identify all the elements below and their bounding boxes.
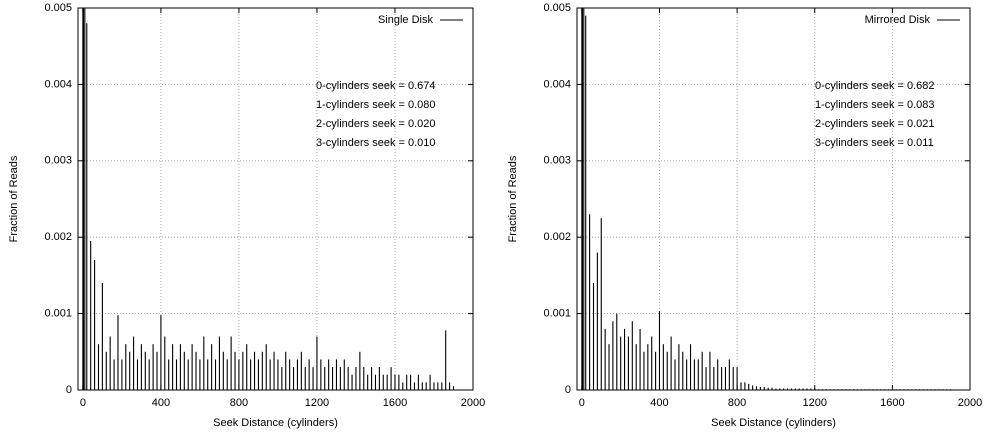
annotation: 2-cylinders seek = 0.021 (815, 118, 935, 130)
x-tick-label: 0 (80, 397, 86, 409)
x-tick-label: 400 (152, 397, 170, 409)
x-tick-label: 1600 (880, 397, 904, 409)
y-tick-label: 0.005 (44, 2, 72, 14)
x-axis-label: Seek Distance (cylinders) (711, 417, 836, 429)
y-tick-label: 0.002 (543, 231, 571, 243)
annotation: 2-cylinders seek = 0.020 (316, 118, 436, 130)
annotation: 0-cylinders seek = 0.674 (316, 80, 436, 92)
y-axis-label: Fraction of Reads (8, 155, 20, 242)
x-tick-label: 2000 (958, 397, 982, 409)
x-tick-label: 1600 (383, 397, 407, 409)
x-tick-label: 1200 (305, 397, 329, 409)
y-tick-label: 0.003 (543, 155, 571, 167)
x-axis-label: Seek Distance (cylinders) (213, 417, 338, 429)
annotation: 3-cylinders seek = 0.011 (815, 137, 934, 149)
y-tick-label: 0.003 (44, 155, 72, 167)
annotation: 1-cylinders seek = 0.080 (316, 99, 436, 111)
annotation: 0-cylinders seek = 0.682 (815, 80, 935, 92)
data-area (581, 8, 952, 390)
plot-frame (77, 7, 474, 391)
legend-label: Single Disk (378, 14, 434, 26)
data-area (82, 8, 455, 390)
x-tick-label: 0 (579, 397, 585, 409)
plot: 0 0.001 0.002 0.003 0.004 0.005 0 400 800 1200 160… (507, 2, 982, 429)
legend-label: Mirrored Disk (865, 14, 931, 26)
y-tick-label: 0.004 (543, 78, 571, 90)
y-tick-label: 0 (66, 384, 72, 396)
x-tick-label: 2000 (461, 397, 485, 409)
annotation: 3-cylinders seek = 0.010 (316, 137, 436, 149)
plot: 0 0.001 0.002 0.003 0.004 0.005 0 400 800 1200 160… (8, 2, 485, 429)
y-tick-label: 0.001 (543, 308, 571, 320)
x-tick-label: 800 (728, 397, 746, 409)
x-tick-label: 800 (230, 397, 248, 409)
x-tick-label: 1200 (802, 397, 826, 409)
x-tick-label: 400 (650, 397, 668, 409)
y-tick-label: 0.005 (543, 2, 571, 14)
y-axis-label: Fraction of Reads (507, 155, 519, 242)
annotation: 1-cylinders seek = 0.083 (815, 99, 935, 111)
y-tick-label: 0.004 (44, 78, 72, 90)
plot-frame (576, 7, 971, 391)
y-tick-label: 0.002 (44, 231, 72, 243)
y-tick-label: 0.001 (44, 308, 72, 320)
y-tick-label: 0 (565, 384, 571, 396)
